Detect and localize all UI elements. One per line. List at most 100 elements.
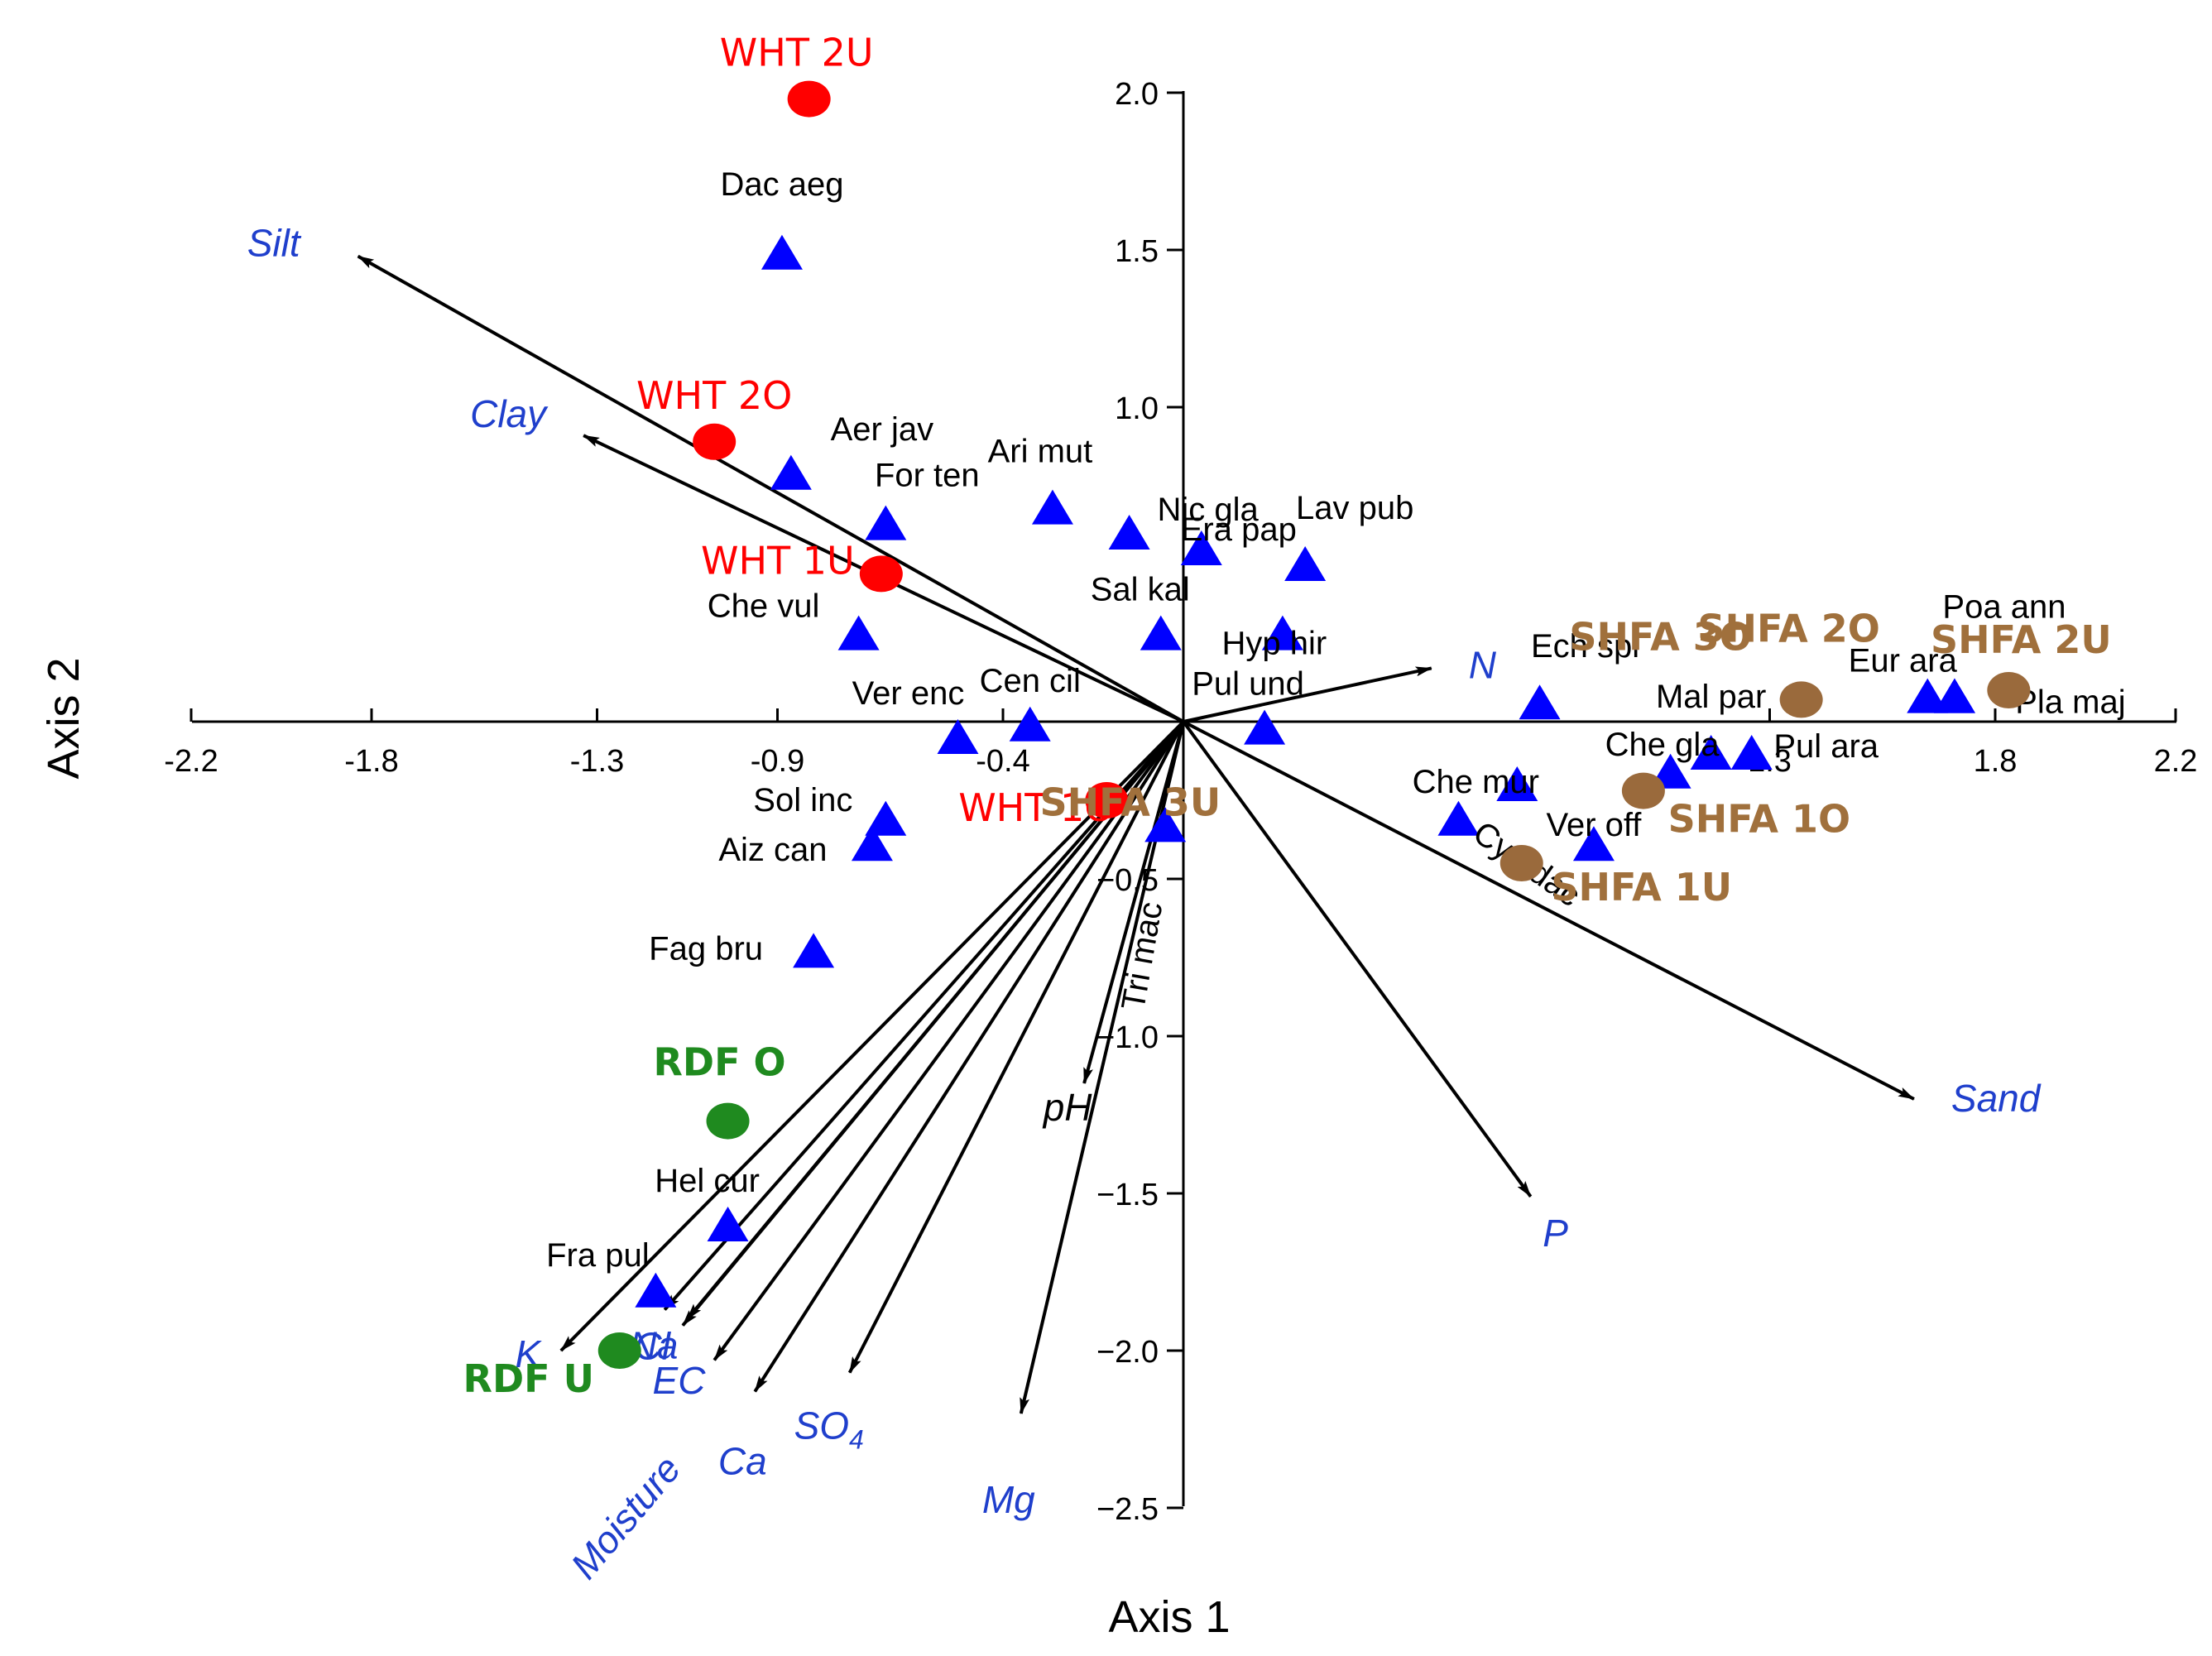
env-vector-cl xyxy=(663,720,1185,1311)
x-tick-label: 1.8 xyxy=(1974,744,2018,779)
species-label-sol-inc: Sol inc xyxy=(753,782,852,818)
site-point-wht-1u xyxy=(859,555,903,593)
y-axis-ticks: 2.01.51.0−0.5−1.0−1.5−2.0−2.5 xyxy=(1096,77,1183,1527)
env-vector-k xyxy=(559,720,1185,1352)
env-label-ca: Ca xyxy=(718,1439,767,1482)
species-label-era-pap: Era pap xyxy=(1181,511,1297,548)
species-label-che-vul: Che vul xyxy=(708,588,820,625)
env-label-so4: SO4 xyxy=(794,1404,864,1455)
site-label-shfa-3o: SHFA 3O xyxy=(1569,614,1752,659)
species-point-cen-cil xyxy=(1009,706,1051,742)
species-label-fag-bru: Fag bru xyxy=(649,930,763,967)
site-label-shfa-1o: SHFA 1O xyxy=(1668,797,1851,842)
env-vector-n xyxy=(1183,666,1432,723)
species-label-pla-maj: Pla maj xyxy=(2015,684,2125,721)
site-point-shfa-2u xyxy=(1987,672,2031,708)
species-point-pla-maj xyxy=(1933,678,1975,713)
env-vector-ph xyxy=(1082,721,1185,1084)
species-label-fra-pul: Fra pul xyxy=(546,1237,650,1274)
site-label-rdf-u: RDF U xyxy=(463,1356,594,1401)
env-label-clay: Clay xyxy=(470,392,549,435)
species-point-era-pap xyxy=(1180,530,1222,565)
species-label-poa-ann: Poa ann xyxy=(1942,589,2066,626)
species-label-lav-pub: Lav pub xyxy=(1296,490,1413,526)
site-point-wht-2o xyxy=(693,423,737,460)
species-label-for-ten: For ten xyxy=(875,458,980,494)
species-label-ver-enc: Ver enc xyxy=(852,675,965,712)
site-label-shfa-3u: SHFA 3U xyxy=(1040,780,1221,825)
species-label-hel-cur: Hel cur xyxy=(655,1163,760,1199)
species-point-sol-inc xyxy=(865,800,907,836)
species-point-aiz-can xyxy=(851,826,893,862)
species-label-dac-aeg: Dac aeg xyxy=(720,166,843,203)
site-point-shfa-3o xyxy=(1779,681,1823,718)
species-point-ver-off xyxy=(1572,826,1615,862)
species-label-eur-ara: Eur ara xyxy=(1849,643,1958,679)
species-label-aiz-can: Aiz can xyxy=(718,832,827,868)
env-label-moisture: Moisture xyxy=(562,1447,689,1587)
site-label-shfa-1u: SHFA 1U xyxy=(1551,865,1732,910)
site-label-rdf-o: RDF O xyxy=(653,1040,785,1085)
species-label-mal-par: Mal par xyxy=(1656,679,1766,715)
y-tick-label: 2.0 xyxy=(1115,77,1159,112)
species-point-cyn-dac xyxy=(1437,800,1480,836)
species-point-tri-mac xyxy=(1144,807,1187,842)
species-label-ver-off: Ver off xyxy=(1546,807,1642,843)
env-vector-so4 xyxy=(847,721,1185,1374)
site-point-shfa-1u xyxy=(1499,845,1543,881)
site-label-shfa-2o: SHFA 2O xyxy=(1697,606,1880,650)
species-point-fra-pul xyxy=(635,1272,677,1308)
x-axis-title: Axis 1 xyxy=(1108,1592,1230,1642)
y-tick-label: 1.0 xyxy=(1115,391,1159,426)
species-point-dac-aeg xyxy=(761,234,803,270)
species-point-pul-und xyxy=(1244,709,1286,745)
species-point-mal-par xyxy=(1690,735,1732,770)
species-point-sal-kal xyxy=(1140,615,1182,650)
species-point-lav-pub xyxy=(1284,546,1327,581)
x-tick-label: -0.9 xyxy=(751,744,804,779)
site-point-rdf-u xyxy=(597,1332,641,1369)
site-label-wht-1u: WHT 1U xyxy=(701,538,855,583)
species-point-nic-gla xyxy=(1108,515,1150,550)
env-label-ec: EC xyxy=(653,1359,707,1402)
species-point-fag-bru xyxy=(793,933,835,968)
site-label-wht-2o: WHT 2O xyxy=(636,373,792,418)
env-vector-moisture xyxy=(713,720,1185,1361)
env-label-silt: Silt xyxy=(247,222,302,265)
species-label-ari-mut: Ari mut xyxy=(988,434,1093,470)
species-point-ech-spi xyxy=(1519,684,1561,720)
site-point-rdf-o xyxy=(706,1102,750,1140)
site-label-shfa-2u: SHFA 2U xyxy=(1931,617,2112,662)
species-label-hyp-hir: Hyp hir xyxy=(1222,626,1327,662)
x-tick-label: -1.8 xyxy=(344,744,398,779)
y-tick-label: −2.5 xyxy=(1096,1492,1159,1527)
site-point-wht-1o xyxy=(1085,782,1129,818)
species-point-for-ten xyxy=(865,505,907,540)
species-label-pul-und: Pul und xyxy=(1192,666,1304,703)
species-point-che-vul xyxy=(837,615,880,650)
species-point-ver-enc xyxy=(937,719,979,754)
env-vector-ca xyxy=(753,720,1185,1393)
x-tick-label: 2.2 xyxy=(2154,744,2198,779)
env-label-cl: Cl xyxy=(635,1325,672,1368)
site-label-wht-1o: WHT 1O xyxy=(958,785,1114,830)
species-point-hel-cur xyxy=(707,1207,749,1241)
species-point-pul-ara xyxy=(1730,735,1773,770)
species-label-che-mur: Che mur xyxy=(1413,764,1539,800)
species-label-nic-gla: Nic gla xyxy=(1157,492,1259,528)
env-vector-sand xyxy=(1183,720,1915,1101)
species-label-sal-kal: Sal kal xyxy=(1091,572,1190,608)
species-label-tri-mac: Tri mac xyxy=(1115,899,1169,1012)
species-label-pul-ara: Pul ara xyxy=(1773,728,1879,765)
env-label-mg: Mg xyxy=(982,1478,1035,1521)
env-label-sand: Sand xyxy=(1951,1077,2042,1120)
env-vector-silt xyxy=(357,254,1184,723)
x-tick-label: -0.4 xyxy=(976,744,1029,779)
species-point-hyp-hir xyxy=(1261,615,1303,650)
x-tick-label: -1.3 xyxy=(570,744,624,779)
env-vector-p xyxy=(1182,720,1533,1198)
